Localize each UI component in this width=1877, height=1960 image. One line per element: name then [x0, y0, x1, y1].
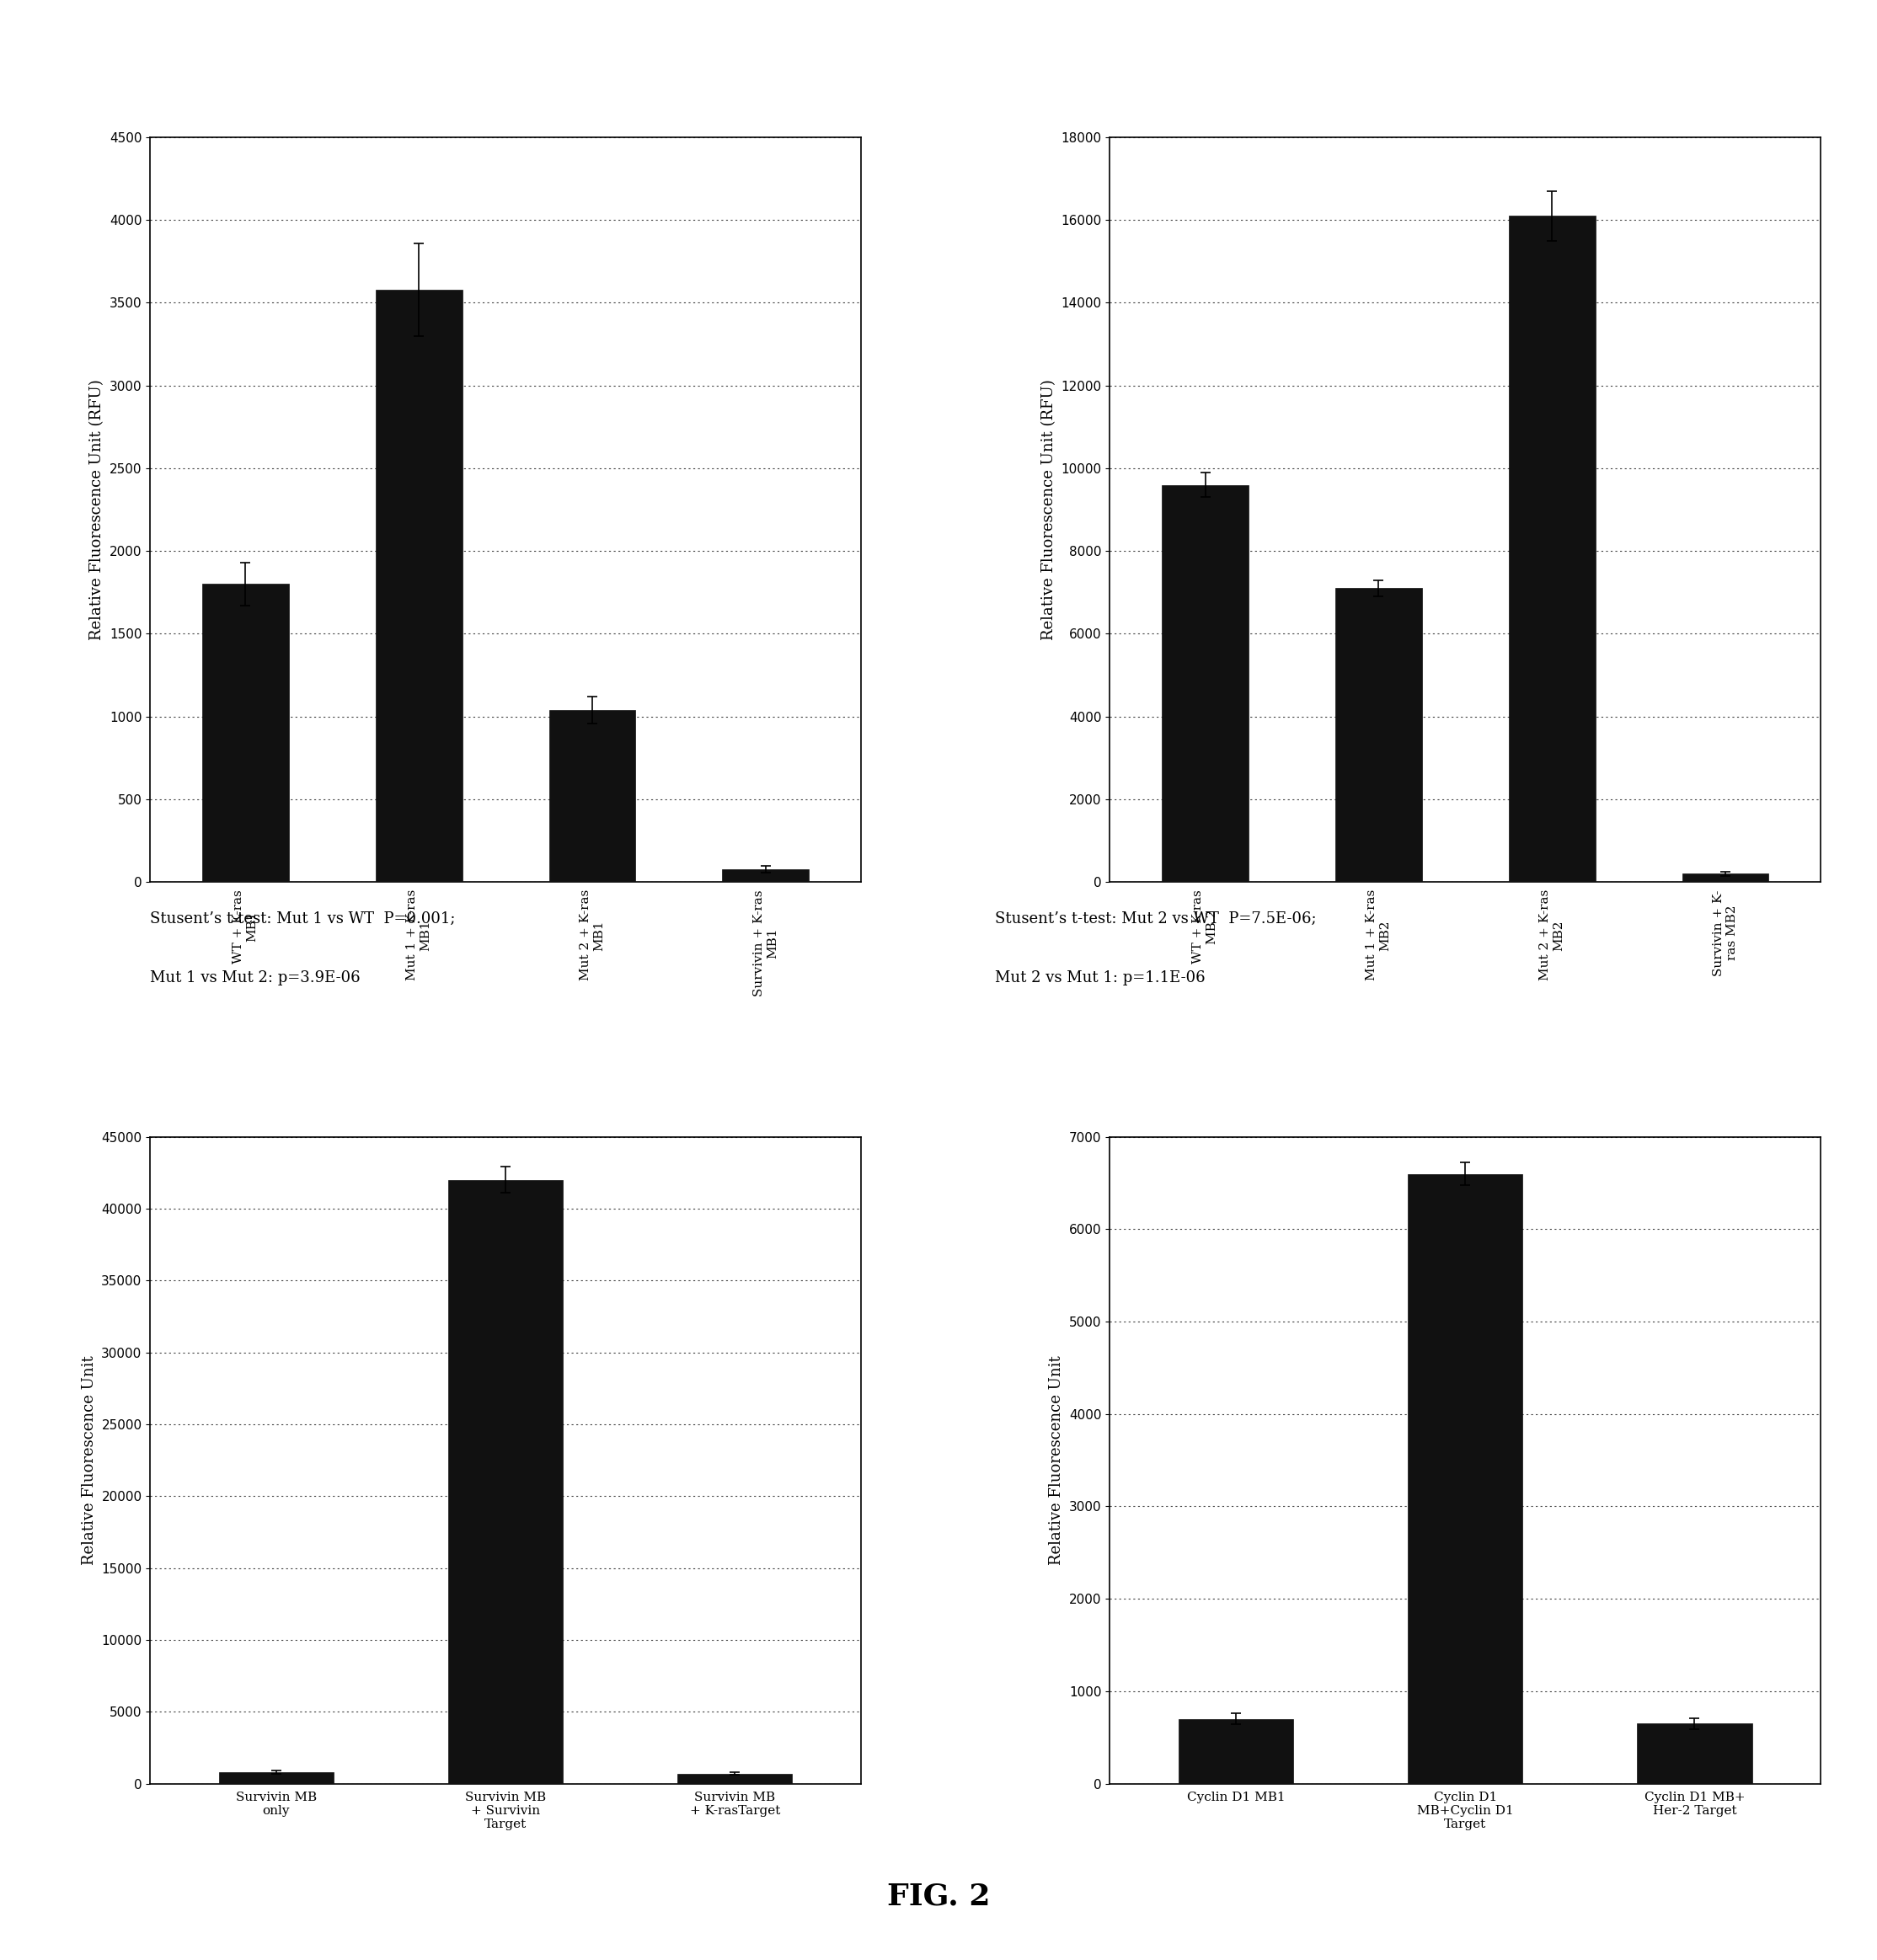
Bar [375, 290, 462, 882]
Text: Mut 2 vs Mut 1: p=1.1E-06: Mut 2 vs Mut 1: p=1.1E-06 [995, 970, 1205, 986]
Bar [203, 584, 289, 882]
Bar [678, 1774, 792, 1784]
Bar [1179, 1719, 1293, 1784]
Bar [1408, 1174, 1522, 1784]
Bar [1637, 1723, 1751, 1784]
Y-axis label: Relative Fluorescence Unit: Relative Fluorescence Unit [81, 1356, 96, 1564]
Bar [1162, 484, 1248, 882]
Text: Stusent’s t-test: Mut 1 vs WT  P=0.001;: Stusent’s t-test: Mut 1 vs WT P=0.001; [150, 911, 456, 927]
Bar [1335, 588, 1423, 882]
Bar [1509, 216, 1595, 882]
Y-axis label: Relative Fluorescence Unit: Relative Fluorescence Unit [1049, 1356, 1064, 1564]
Y-axis label: Relative Fluorescence Unit (RFU): Relative Fluorescence Unit (RFU) [1042, 378, 1057, 641]
Y-axis label: Relative Fluorescence Unit (RFU): Relative Fluorescence Unit (RFU) [90, 378, 105, 641]
Bar [449, 1180, 563, 1784]
Bar [723, 870, 809, 882]
Text: FIG. 2: FIG. 2 [888, 1882, 989, 1911]
Bar [220, 1772, 334, 1784]
Text: Stusent’s t-test: Mut 2 vs WT  P=7.5E-06;: Stusent’s t-test: Mut 2 vs WT P=7.5E-06; [995, 911, 1316, 927]
Bar [1682, 874, 1768, 882]
Bar [548, 710, 636, 882]
Text: Mut 1 vs Mut 2: p=3.9E-06: Mut 1 vs Mut 2: p=3.9E-06 [150, 970, 360, 986]
